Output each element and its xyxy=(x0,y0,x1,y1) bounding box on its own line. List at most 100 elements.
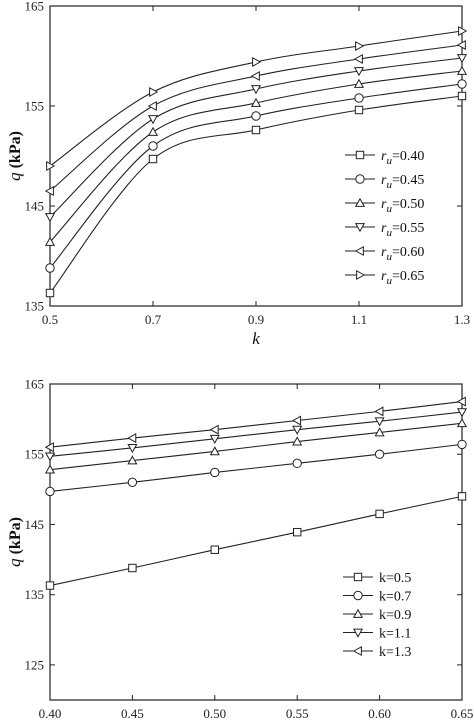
series-3 xyxy=(44,65,468,246)
x-tick-label: 1.3 xyxy=(454,312,470,327)
data-point xyxy=(354,93,364,103)
series-line xyxy=(49,443,463,492)
data-point xyxy=(456,54,468,64)
legend-marker xyxy=(352,608,364,618)
y-tick-label: 135 xyxy=(25,587,45,602)
data-point xyxy=(456,65,468,75)
x-axis-label: ru xyxy=(250,723,263,726)
series-4 xyxy=(44,408,468,462)
x-tick-label: 0.7 xyxy=(145,312,162,327)
series-line xyxy=(49,411,463,457)
data-point xyxy=(44,185,54,197)
data-point xyxy=(147,115,159,125)
data-point xyxy=(44,442,54,453)
legend-label: ru=0.60 xyxy=(381,245,424,263)
y-tick-label: 145 xyxy=(25,517,45,532)
data-point xyxy=(291,415,302,426)
data-point xyxy=(374,427,385,437)
data-point xyxy=(128,563,137,573)
data-point xyxy=(147,126,159,136)
data-point xyxy=(252,56,262,68)
data-point xyxy=(210,467,220,478)
x-tick-label: 0.55 xyxy=(286,706,309,721)
y-tick-label: 155 xyxy=(25,99,45,114)
data-point xyxy=(250,85,262,95)
legend-label: ru=0.50 xyxy=(381,197,424,215)
data-point xyxy=(292,425,303,435)
data-point xyxy=(44,452,56,462)
data-point xyxy=(293,527,302,537)
legend-entry: ru=0.45 xyxy=(345,173,424,191)
series-5 xyxy=(44,39,466,197)
legend-marker xyxy=(353,590,363,601)
data-point xyxy=(209,424,219,435)
legend-entry: ru=0.50 xyxy=(345,197,424,215)
data-point xyxy=(127,444,138,454)
data-point xyxy=(209,434,220,445)
legend-label: k=0.5 xyxy=(379,571,411,586)
data-point xyxy=(44,464,56,474)
legend-marker xyxy=(355,174,365,184)
legend-marker xyxy=(354,197,366,207)
data-point xyxy=(292,458,302,469)
series-line xyxy=(49,422,463,471)
data-point xyxy=(355,40,365,52)
legend-label: ru=0.40 xyxy=(381,149,424,167)
series-4 xyxy=(44,54,468,223)
legend-label: ru=0.55 xyxy=(381,221,424,239)
series-3 xyxy=(44,418,468,474)
data-point xyxy=(250,97,262,107)
x-tick-label: 0.45 xyxy=(121,706,144,721)
chart-bottom-q-vs-ru: 0.40 0.45 0.50 0.55 0.60 0.65 125 135 145 155 165 r… xyxy=(5,377,473,726)
data-point xyxy=(45,288,55,298)
legend-marker xyxy=(356,269,366,281)
data-point xyxy=(44,213,56,223)
data-point xyxy=(45,263,55,273)
data-point xyxy=(45,486,55,497)
data-point xyxy=(457,492,467,501)
data-point xyxy=(458,25,468,37)
data-point xyxy=(456,396,466,407)
legend-entry: ru=0.55 xyxy=(345,221,424,239)
data-point xyxy=(456,408,468,418)
legend-marker xyxy=(354,223,366,233)
legend-label: k=1.3 xyxy=(379,645,411,660)
data-point xyxy=(149,86,159,98)
legend-entry: ru=0.40 xyxy=(345,149,424,167)
data-point xyxy=(148,141,158,151)
data-point xyxy=(353,78,365,88)
data-point xyxy=(374,449,385,459)
data-point xyxy=(251,111,261,121)
legend-marker xyxy=(355,150,365,160)
y-axis-label: q (kPa) xyxy=(5,131,24,181)
series-line xyxy=(49,401,463,448)
legend-entry: k=1.3 xyxy=(343,645,411,660)
legend-marker xyxy=(353,572,363,582)
series-2 xyxy=(45,439,467,497)
x-tick-label: 0.65 xyxy=(451,706,474,721)
y-tick-label: 125 xyxy=(25,657,45,672)
legend-marker xyxy=(354,245,364,257)
series-line xyxy=(49,495,463,587)
data-point xyxy=(147,100,157,112)
x-tick-label: 1.1 xyxy=(351,312,367,327)
legend-label: k=0.9 xyxy=(379,608,411,623)
chart-top-q-vs-k: 0.5 0.7 0.9 1.1 1.3 135 145 155 165 k q (kPa) ru=0.… xyxy=(5,0,470,348)
series-line xyxy=(49,57,463,218)
legend-entry: k=1.1 xyxy=(343,627,411,642)
data-point xyxy=(374,417,385,427)
legend-entry: ru=0.65 xyxy=(345,269,424,287)
data-point xyxy=(456,418,468,428)
y-tick-label: 135 xyxy=(25,299,45,314)
legend-label: k=1.1 xyxy=(379,627,411,642)
x-axis-label: k xyxy=(252,329,260,348)
legend: k=0.5 k=0.7 k=0.9 k=1.1 k=1.3 xyxy=(343,571,411,660)
legend-marker xyxy=(352,628,364,638)
data-point xyxy=(457,439,467,450)
legend-label: k=0.7 xyxy=(379,590,411,605)
x-tick-label: 0.9 xyxy=(248,312,264,327)
data-point xyxy=(127,433,137,444)
data-point xyxy=(456,39,466,51)
legend-entry: ru=0.60 xyxy=(345,245,424,263)
